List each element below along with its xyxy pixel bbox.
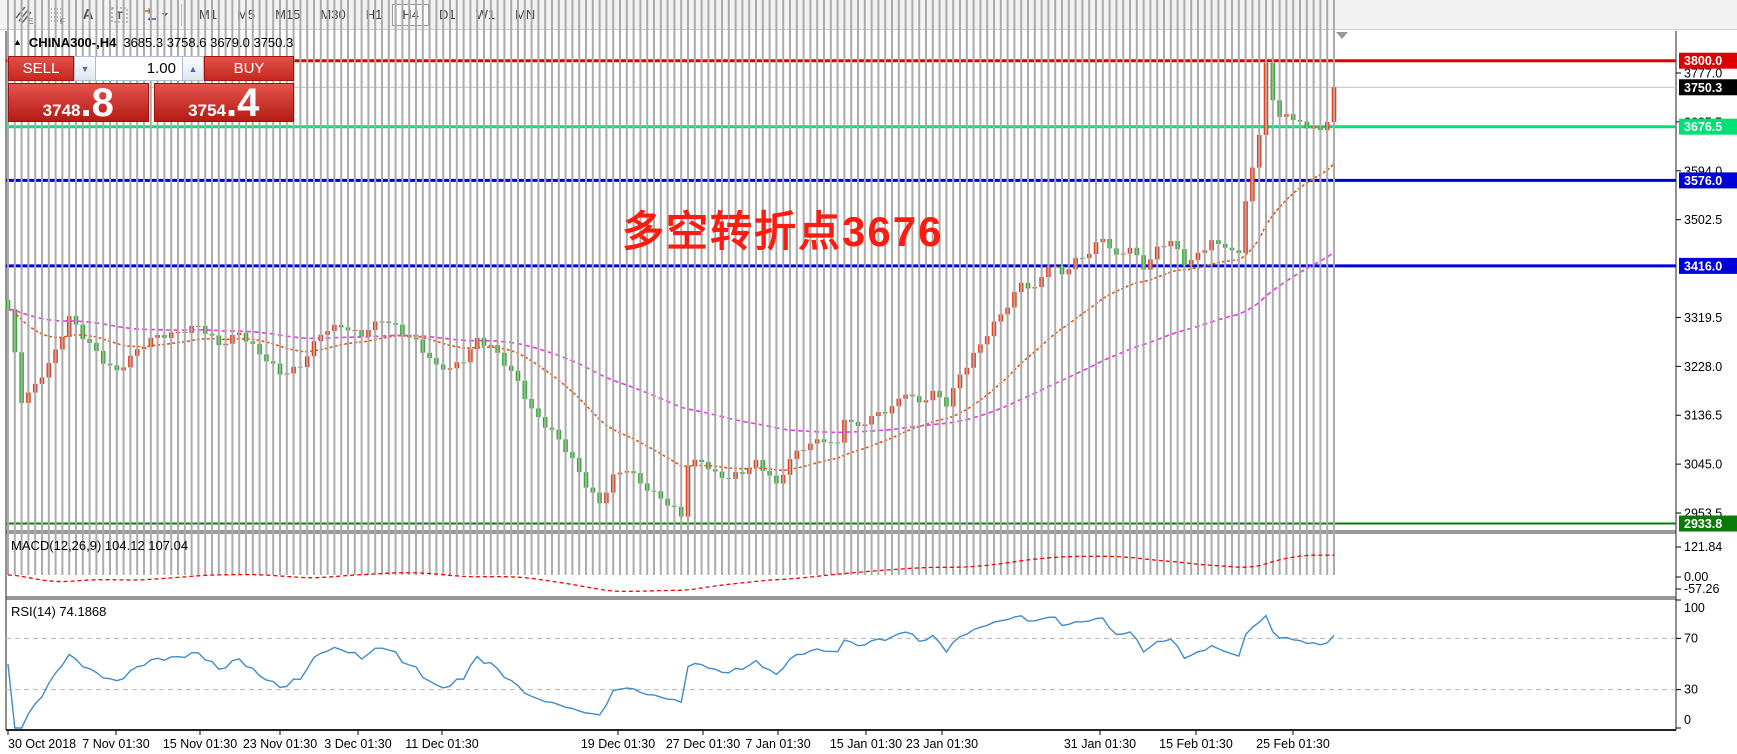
rsi-axis-label: 30 [1684, 683, 1698, 697]
time-axis-label: 23 Nov 01:30 [243, 737, 317, 751]
macd-axis-label: -57.26 [1684, 582, 1719, 596]
chart-shift-marker-icon [1336, 32, 1348, 39]
rsi-axis-label: 70 [1684, 631, 1698, 645]
text-box-tool-button[interactable]: T [107, 3, 133, 27]
macd-signal-line [7, 554, 1334, 593]
bid-price-button[interactable]: 3748 .8 [8, 81, 149, 125]
svg-text:T: T [116, 10, 123, 22]
price-badge-label: 3750.3 [1684, 81, 1722, 95]
price-badge-label: 3676.5 [1684, 120, 1722, 134]
price-axis-label: 3777.0 [1684, 67, 1722, 81]
bid-price-fraction: .8 [80, 81, 114, 125]
panel-collapse-icon[interactable]: ▲ [13, 36, 22, 47]
time-axis-label: 19 Dec 01:30 [581, 737, 655, 751]
svg-text:E: E [28, 17, 33, 25]
bid-price-main: 3748 [42, 101, 81, 120]
time-axis-label: 15 Feb 01:30 [1159, 737, 1233, 751]
price-badge [1679, 257, 1737, 274]
one-click-trade-panel: SELL ▼ ▲ BUY 3748 .8 3754 .4 [8, 56, 294, 125]
price-badge-label: 2933.8 [1684, 517, 1722, 531]
volume-spinup-button[interactable]: ▲ [182, 56, 204, 81]
sell-button[interactable]: SELL [8, 56, 74, 81]
time-axis-label: 27 Dec 01:30 [666, 737, 740, 751]
ask-price-button[interactable]: 3754 .4 [153, 81, 294, 125]
text-label-tool-button[interactable]: A [75, 3, 101, 27]
ask-price-fraction: .4 [225, 81, 260, 125]
chart-text-annotation[interactable]: 多空转折点3676 [622, 208, 944, 255]
fast-ma-line [7, 163, 1335, 472]
time-axis-label: 7 Nov 01:30 [82, 737, 149, 751]
price-badge-label: 3416.0 [1684, 259, 1722, 273]
price-axis-label: 3045.0 [1684, 458, 1722, 472]
ask-price-main: 3754 [188, 101, 226, 120]
price-axis-label: 3136.5 [1684, 409, 1722, 423]
price-badge-label: 3576.0 [1684, 174, 1722, 188]
price-badge [1679, 52, 1737, 69]
time-axis-label: 15 Jan 01:30 [830, 737, 902, 751]
toolbar-separator [181, 3, 182, 26]
rsi-axis-label: 100 [1684, 601, 1705, 615]
macd-axis-label: 0.00 [1684, 570, 1708, 584]
time-axis-label: 11 Dec 01:30 [405, 737, 478, 751]
macd-axis-label: 121.84 [1684, 540, 1722, 554]
macd-indicator-label: MACD(12,26,9) 104.12 107.04 [11, 538, 189, 553]
time-axis-label: 7 Jan 01:30 [745, 737, 810, 751]
slow-ma-line [7, 251, 1335, 434]
time-axis-label: 25 Feb 01:30 [1256, 737, 1330, 751]
buy-button[interactable]: BUY [204, 56, 294, 81]
price-axis-label: 3228.0 [1684, 360, 1722, 374]
volume-dropdown-button[interactable]: ▼ [74, 56, 96, 81]
rsi-indicator-label: RSI(14) 74.1868 [11, 604, 107, 619]
volume-input[interactable] [96, 56, 182, 81]
chart-title: ▲ CHINA300-,H4 3685.3 3758.6 3679.0 3750… [13, 35, 293, 50]
time-axis-label: 30 Oct 2018 [8, 737, 76, 751]
draw-lines-icon: E [15, 6, 33, 25]
text-box-icon: T [111, 7, 128, 22]
time-axis-label: 23 Jan 01:30 [906, 737, 978, 751]
time-axis-label: 3 Dec 01:30 [324, 737, 391, 751]
draw-lines-tool-button[interactable]: E [11, 3, 37, 27]
price-badge [1679, 79, 1737, 96]
ohlc-values: 3685.3 3758.6 3679.0 3750.3 [123, 35, 294, 50]
price-axis-label: 3319.5 [1684, 311, 1722, 325]
rsi-axis-label: 0 [1684, 713, 1691, 727]
price-axis-label: 3502.5 [1684, 213, 1722, 227]
symbol-name: CHINA300-,H4 [28, 35, 117, 50]
timeframe-button-H1[interactable]: H1 [365, 7, 383, 22]
price-badge-label: 3800.0 [1684, 54, 1722, 68]
rsi-line [7, 614, 1335, 729]
price-badge [1679, 172, 1737, 189]
time-axis-label: 31 Jan 01:30 [1064, 737, 1136, 751]
time-axis-label: 15 Nov 01:30 [163, 737, 237, 751]
price-badge [1679, 515, 1737, 532]
price-badge [1679, 118, 1737, 135]
text-label-icon: A [82, 6, 94, 23]
